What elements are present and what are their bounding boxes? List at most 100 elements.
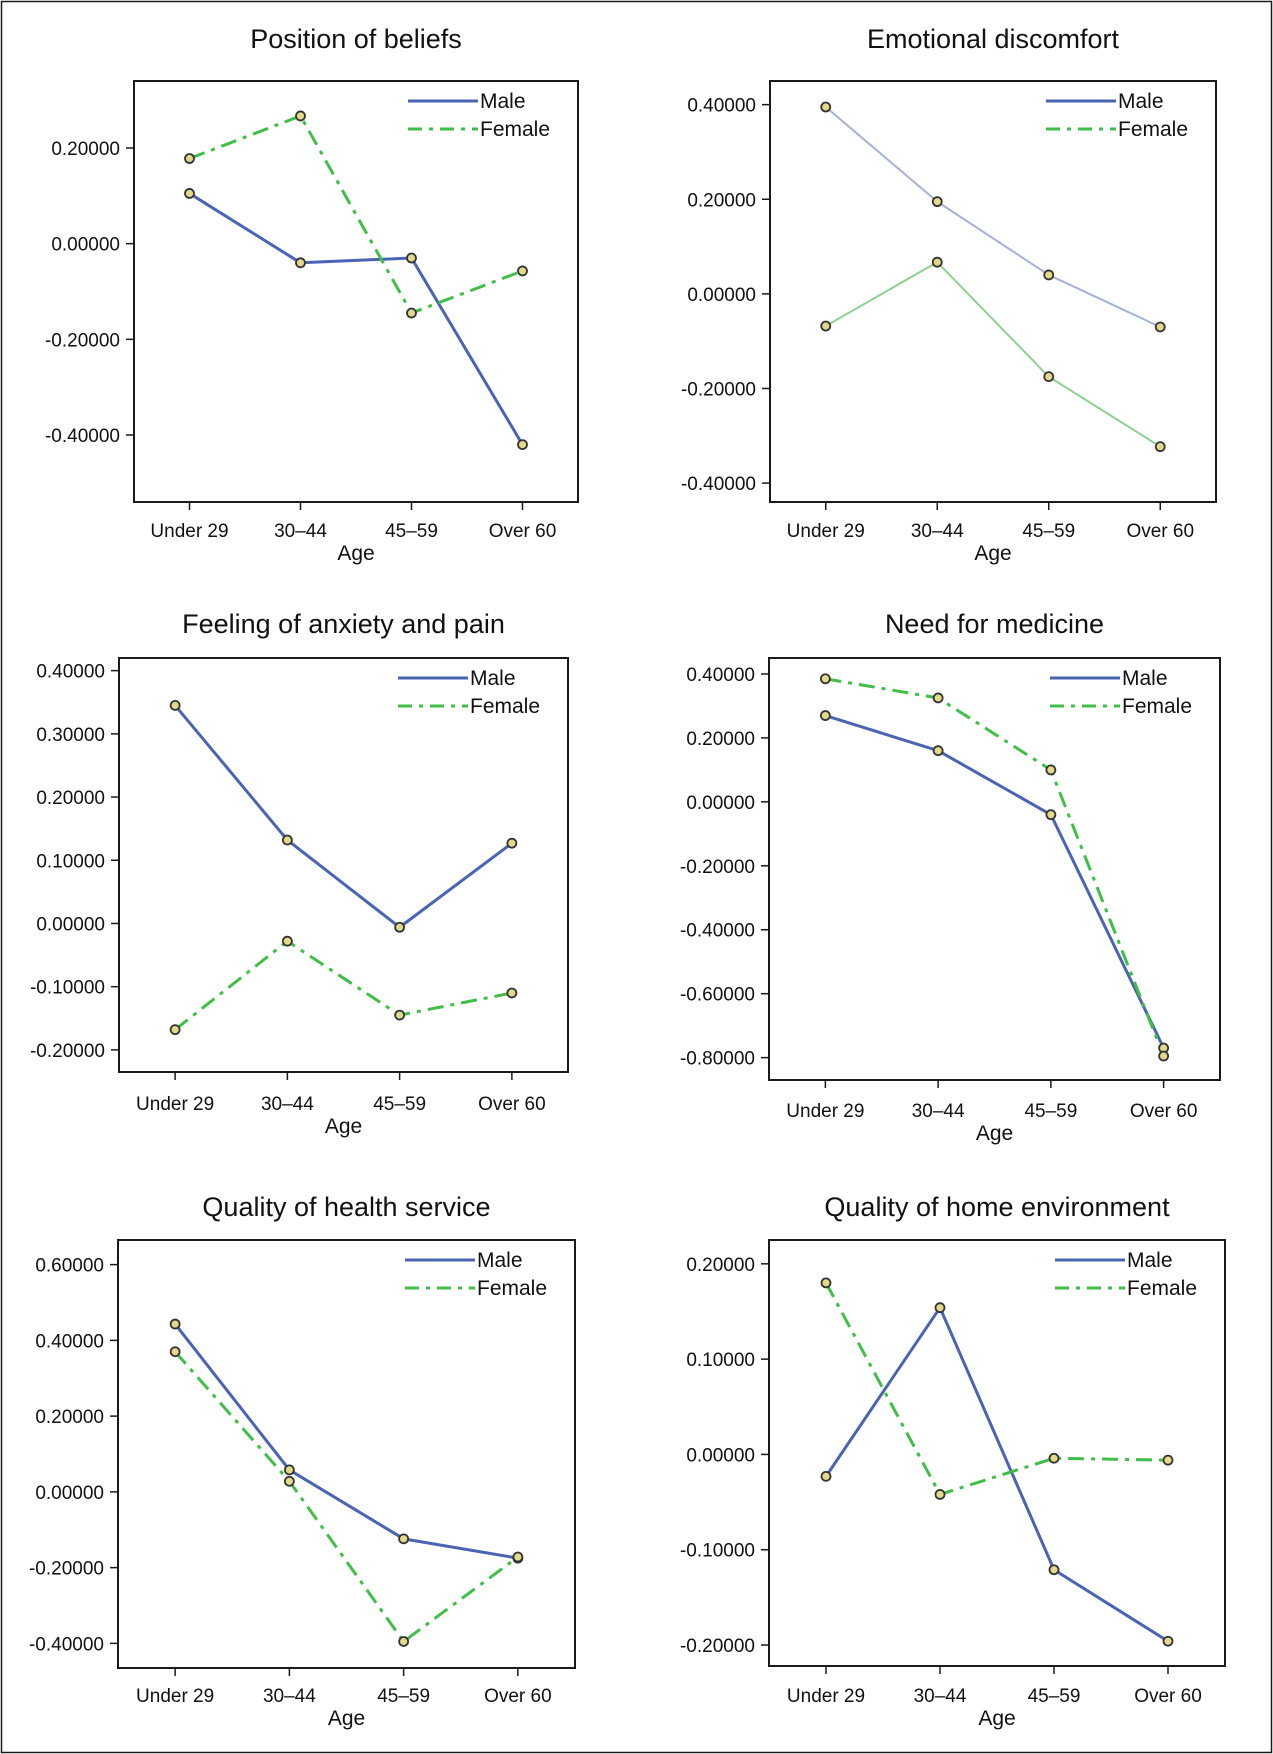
y-tick-label: -0.10000 <box>680 1541 755 1562</box>
x-tick-label: Under 29 <box>150 521 228 542</box>
y-tick-label: 0.20000 <box>686 729 755 750</box>
series-line-male <box>824 1306 1169 1643</box>
data-point-female <box>819 673 831 685</box>
plot-frame <box>769 80 1217 503</box>
data-point-female <box>169 1024 181 1036</box>
data-point-female <box>169 1346 181 1358</box>
data-point-female <box>184 153 195 164</box>
data-point-female <box>934 1489 946 1500</box>
y-tick-label: 0.40000 <box>686 665 755 686</box>
x-tick-label: Over 60 <box>1134 1686 1202 1707</box>
series-line-female <box>188 114 524 315</box>
y-tick-label: 0.40000 <box>35 1331 104 1352</box>
chart-title: Emotional discomfort <box>867 24 1120 54</box>
y-tick-label: -0.60000 <box>680 985 755 1006</box>
data-point-male <box>1154 321 1166 333</box>
data-point-female <box>1043 371 1055 383</box>
y-tick-label: 0.40000 <box>687 96 756 117</box>
chart-panel-4: Need for medicine 0.40000 0.20000 0.00000 -0… <box>680 609 1221 1145</box>
y-tick-label: -0.10000 <box>30 978 105 999</box>
legend-label-male: Male <box>1122 667 1168 690</box>
chart-title: Quality of health service <box>202 1192 490 1222</box>
y-tick-label: 0.20000 <box>35 1407 104 1428</box>
y-tick-label: 0.20000 <box>36 788 105 809</box>
y-tick-label: -0.20000 <box>45 330 120 351</box>
data-point-female <box>931 256 943 268</box>
y-tick-label: 0.10000 <box>686 1350 755 1371</box>
y-tick-label: 0.40000 <box>36 662 105 683</box>
data-point-female <box>1162 1454 1174 1466</box>
x-tick-label: 45–59 <box>373 1094 426 1115</box>
y-tick-label: -0.40000 <box>680 921 755 942</box>
series-line-female <box>174 939 513 1031</box>
chart-title: Quality of home environment <box>824 1192 1170 1222</box>
series-line-male <box>188 192 524 446</box>
y-tick-label: 0.20000 <box>687 190 756 211</box>
x-tick-label: 45–59 <box>377 1686 430 1707</box>
data-point-female <box>1158 1050 1170 1062</box>
data-point-female <box>1045 764 1057 776</box>
y-tick-label: -0.80000 <box>680 1049 755 1070</box>
data-point-male <box>169 700 181 711</box>
series-line-male <box>824 714 1165 1049</box>
data-point-female <box>512 1551 524 1563</box>
chart-panel-2: Emotional discomfort 0.40000 0.20000 0.0000… <box>681 24 1217 565</box>
x-tick-label: 45–59 <box>1022 521 1075 542</box>
data-point-male <box>820 101 832 113</box>
chart-title: Need for medicine <box>885 609 1104 639</box>
y-tick-label: 0.00000 <box>36 914 105 935</box>
data-point-male <box>406 252 417 264</box>
series-line-male <box>825 106 1161 328</box>
x-tick-label: Over 60 <box>489 521 557 542</box>
data-point-male <box>819 710 831 721</box>
data-point-male <box>1043 269 1055 281</box>
y-tick-label: -0.20000 <box>680 857 755 878</box>
chart-panel-5: Quality of health service 0.60000 0.40000 0… <box>29 1192 576 1730</box>
data-point-female <box>1048 1452 1060 1464</box>
series-line-male <box>173 704 513 929</box>
series-line-male <box>173 1323 519 1560</box>
y-tick-label: 0.00000 <box>686 793 755 814</box>
data-point-female <box>932 692 944 704</box>
legend-label-female: Female <box>480 118 550 141</box>
data-point-male <box>506 837 518 849</box>
data-point-female <box>1154 441 1166 453</box>
y-tick-label: -0.40000 <box>681 474 756 495</box>
legend-label-male: Male <box>1118 90 1164 113</box>
x-tick-label: Under 29 <box>786 1101 864 1122</box>
data-point-male <box>281 834 293 846</box>
x-tick-label: 30–44 <box>261 1094 314 1115</box>
y-tick-label: -0.20000 <box>29 1559 104 1580</box>
plot-frame <box>117 1239 576 1669</box>
x-tick-label: Under 29 <box>787 1686 865 1707</box>
y-tick-label: 0.20000 <box>51 139 120 160</box>
y-tick-label: -0.20000 <box>681 379 756 400</box>
data-point-male <box>1048 1564 1060 1576</box>
x-tick-label: 30–44 <box>263 1686 316 1707</box>
y-tick-label: -0.20000 <box>680 1636 755 1657</box>
data-point-male <box>398 1533 410 1545</box>
data-point-male <box>1162 1635 1174 1647</box>
y-tick-label: 0.10000 <box>36 851 105 872</box>
plot-frame <box>133 80 579 503</box>
y-tick-label: 0.00000 <box>35 1483 104 1504</box>
chart-panel-6: Quality of home environment 0.20000 0.1000… <box>680 1192 1226 1730</box>
data-point-female <box>295 110 306 122</box>
legend-label-female: Female <box>470 695 540 718</box>
x-tick-label: Over 60 <box>1130 1101 1198 1122</box>
plot-frame <box>768 657 1221 1081</box>
x-tick-label: 30–44 <box>274 521 327 542</box>
data-point-female <box>820 320 832 332</box>
chart-title: Position of beliefs <box>250 24 462 54</box>
legend-label-female: Female <box>1118 118 1188 141</box>
data-point-female <box>398 1636 410 1647</box>
chart-title: Feeling of anxiety and pain <box>182 609 505 639</box>
data-point-male <box>394 921 406 933</box>
data-point-female <box>517 265 528 277</box>
x-axis-title: Age <box>337 542 374 565</box>
data-point-male <box>517 439 528 450</box>
data-point-male <box>934 1302 946 1314</box>
legend-label-female: Female <box>1122 695 1192 718</box>
